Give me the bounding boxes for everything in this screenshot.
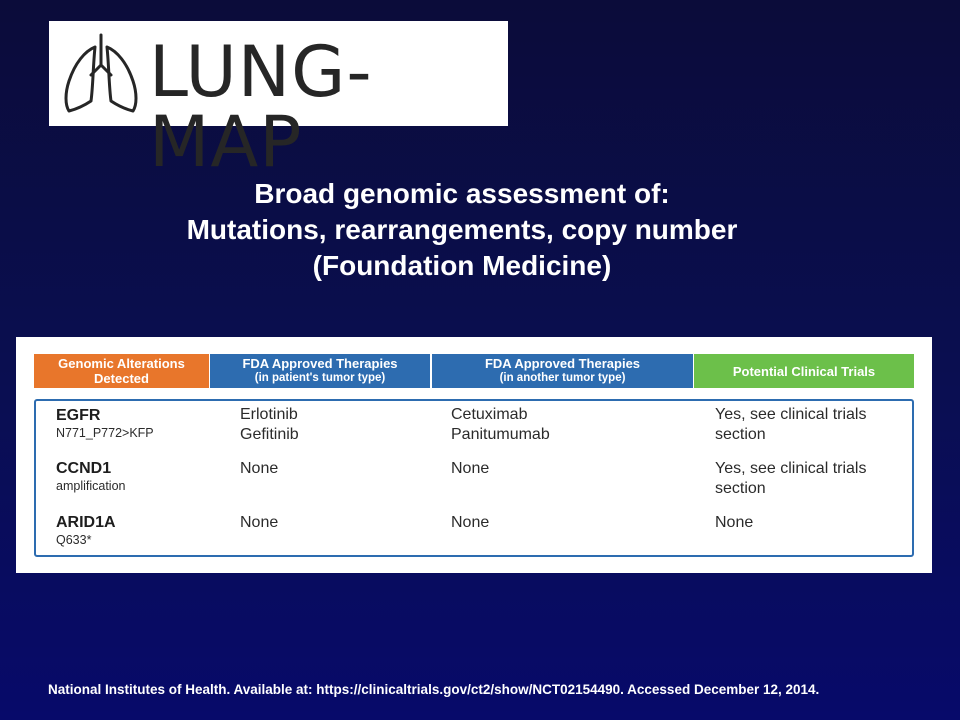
trials-cell: Yes, see clinical trials section xyxy=(715,459,866,499)
gene-variant: amplification xyxy=(56,479,126,493)
header-main: FDA Approved Therapies xyxy=(484,356,641,371)
gene-name: ARID1A xyxy=(56,514,116,531)
trials-text: None xyxy=(715,514,754,531)
gene-name: CCND1 xyxy=(56,460,112,477)
title-line-1: Broad genomic assessment of: xyxy=(254,178,670,209)
slide-title: Broad genomic assessment of: Mutations, … xyxy=(0,176,924,284)
therapy: Gefitinib xyxy=(240,426,299,443)
gene-name: EGFR xyxy=(56,407,101,424)
table-body: EGFR N771_P772>KFP Erlotinib Gefitinib C… xyxy=(34,399,914,557)
trials-text: section xyxy=(715,426,766,443)
gene-variant: N771_P772>KFP xyxy=(56,426,154,440)
header-main: FDA Approved Therapies xyxy=(242,356,398,371)
other-therapies-cell: None xyxy=(451,459,489,479)
table-row-arid1a-gene: ARID1A Q633* xyxy=(56,514,116,548)
header-fda-other-tumor: FDA Approved Therapies (in another tumor… xyxy=(431,354,693,388)
therapy: None xyxy=(240,514,279,531)
therapy: None xyxy=(451,460,490,477)
trials-cell: None xyxy=(715,513,753,533)
header-main: Genomic Alterations xyxy=(58,356,185,371)
title-line-2: Mutations, rearrangements, copy number xyxy=(186,214,738,245)
other-therapies-cell: None xyxy=(451,513,489,533)
therapy: Panitumumab xyxy=(451,426,550,443)
patient-therapies-cell: None xyxy=(240,513,278,533)
citation-footnote: National Institutes of Health. Available… xyxy=(48,682,820,697)
patient-therapies-cell: Erlotinib Gefitinib xyxy=(240,405,299,445)
lungs-icon xyxy=(64,33,138,113)
gene-variant: Q633* xyxy=(56,533,92,547)
title-line-3: (Foundation Medicine) xyxy=(312,250,612,281)
logo-text: LUNG-MAP xyxy=(149,31,373,183)
header-sub: (in patient's tumor type) xyxy=(254,372,386,384)
header-clinical-trials: Potential Clinical Trials xyxy=(694,354,914,388)
trials-text: section xyxy=(715,480,766,497)
trials-text: Yes, see clinical trials xyxy=(715,406,867,423)
other-therapies-cell: Cetuximab Panitumumab xyxy=(451,405,550,445)
header-sub: Detected xyxy=(94,371,149,386)
trials-cell: Yes, see clinical trials section xyxy=(715,405,866,445)
header-genomic-alterations: Genomic Alterations Detected xyxy=(34,354,209,388)
header-main: Potential Clinical Trials xyxy=(732,363,876,379)
lung-map-logo: LUNG-MAP xyxy=(49,21,508,177)
therapy: None xyxy=(240,460,279,477)
header-sub: (in another tumor type) xyxy=(499,372,626,384)
table-row-ccnd1-gene: CCND1 amplification xyxy=(56,460,125,494)
table-row-egfr-gene: EGFR N771_P772>KFP xyxy=(56,407,154,441)
header-fda-patient-tumor: FDA Approved Therapies (in patient's tum… xyxy=(209,354,430,388)
patient-therapies-cell: None xyxy=(240,459,278,479)
genomic-report-table: Genomic Alterations Detected FDA Approve… xyxy=(16,337,932,573)
therapy: Erlotinib xyxy=(240,406,298,423)
therapy: Cetuximab xyxy=(451,406,528,423)
therapy: None xyxy=(451,514,490,531)
trials-text: Yes, see clinical trials xyxy=(715,460,867,477)
